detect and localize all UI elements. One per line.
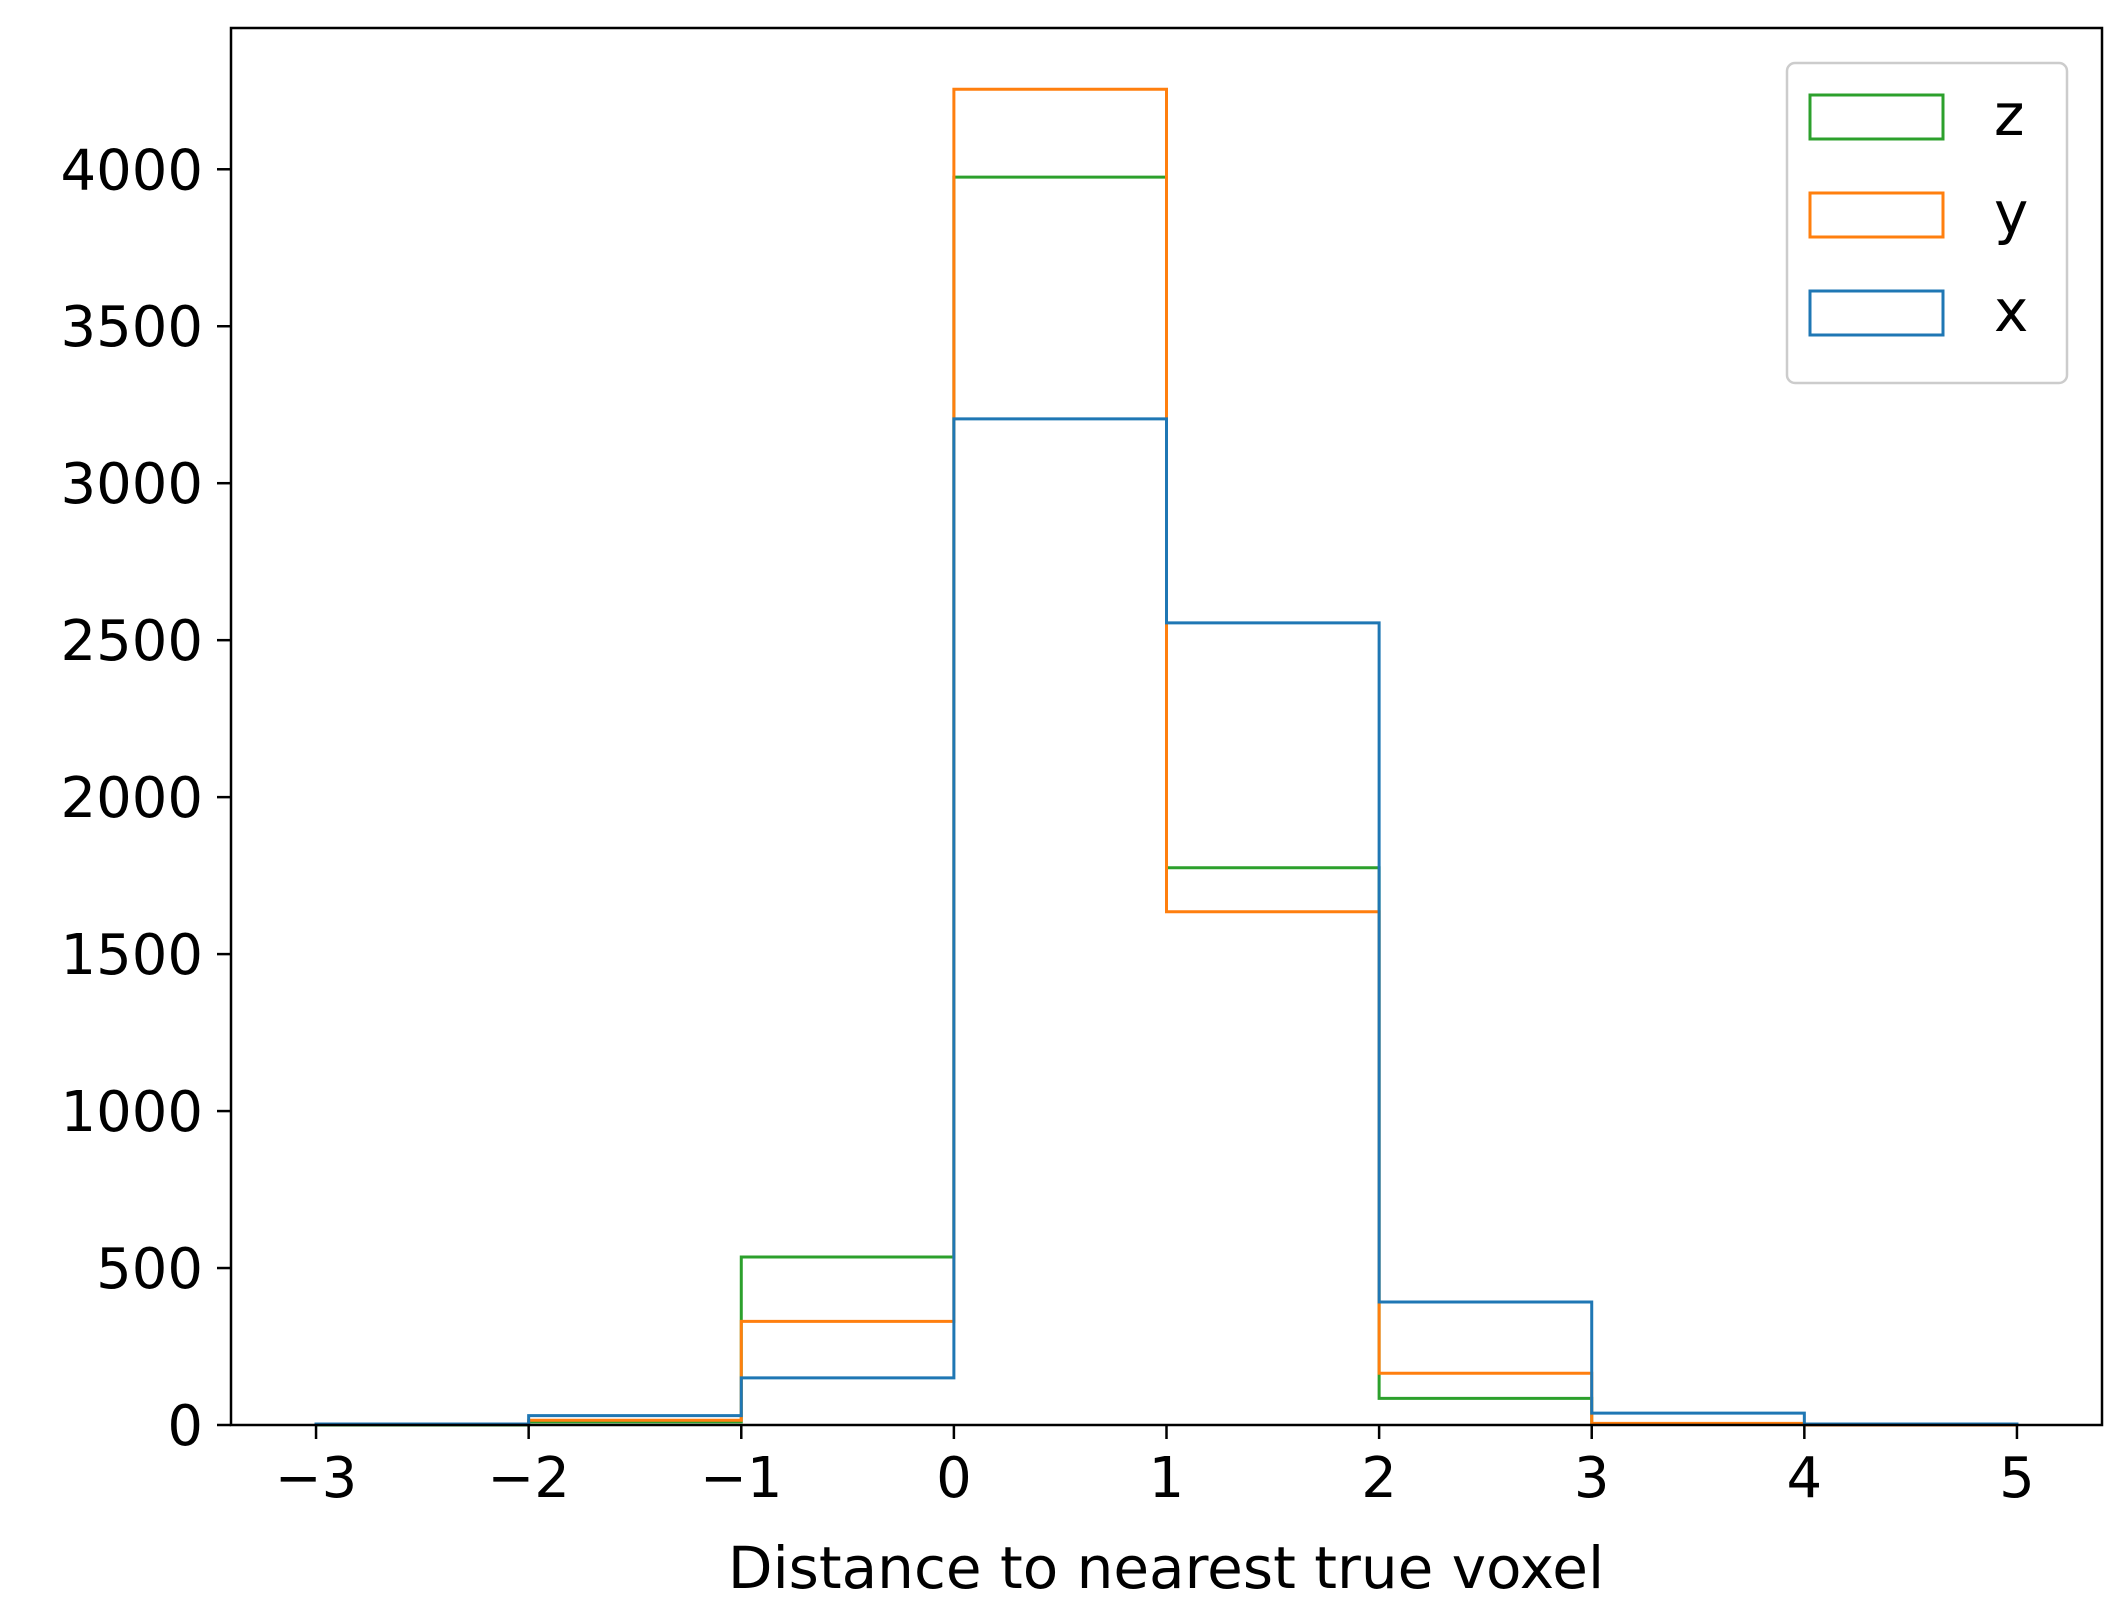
y-tick-label: 2500: [60, 609, 203, 674]
y-tick-label: 3500: [60, 295, 203, 360]
legend-label-x: x: [1994, 277, 2028, 345]
legend-box: [1785, 61, 2069, 385]
x-tick-label: 4: [1787, 1446, 1823, 1511]
histogram-step-x: [314, 417, 2019, 1426]
y-tick-label: 2000: [60, 766, 203, 831]
x-tick-label: 5: [1999, 1446, 2035, 1511]
legend-swatch-x: [1808, 289, 1945, 337]
x-tick-label: 2: [1361, 1446, 1397, 1511]
y-tick-label: 1500: [60, 923, 203, 988]
y-tick-label: 1000: [60, 1080, 203, 1145]
y-tick-label: 4000: [60, 138, 203, 203]
legend-swatch-y: [1808, 191, 1945, 239]
legend: zyx: [1785, 61, 2069, 385]
x-axis: −3 −2 −1 0 1 2 3 4 5: [275, 1425, 2035, 1511]
x-tick-label: 3: [1574, 1446, 1610, 1511]
y-tick-label: 3000: [60, 452, 203, 517]
y-tick-label: 0: [167, 1394, 203, 1459]
x-tick-label: −2: [487, 1446, 570, 1511]
x-tick-label: −1: [700, 1446, 783, 1511]
x-tick-label: −3: [275, 1446, 358, 1511]
x-axis-title: Distance to nearest true voxel: [728, 1534, 1604, 1602]
legend-label-z: z: [1994, 81, 2024, 149]
legend-swatch-z: [1808, 93, 1945, 141]
x-tick-label: 1: [1149, 1446, 1185, 1511]
y-tick-label: 500: [96, 1237, 203, 1302]
legend-items: zyx: [1808, 81, 2028, 345]
x-tick-label: 0: [936, 1446, 972, 1511]
legend-label-y: y: [1994, 179, 2028, 247]
y-axis: 0 500 1000 1500 2000 2500 3000 3500 4000: [60, 138, 231, 1459]
